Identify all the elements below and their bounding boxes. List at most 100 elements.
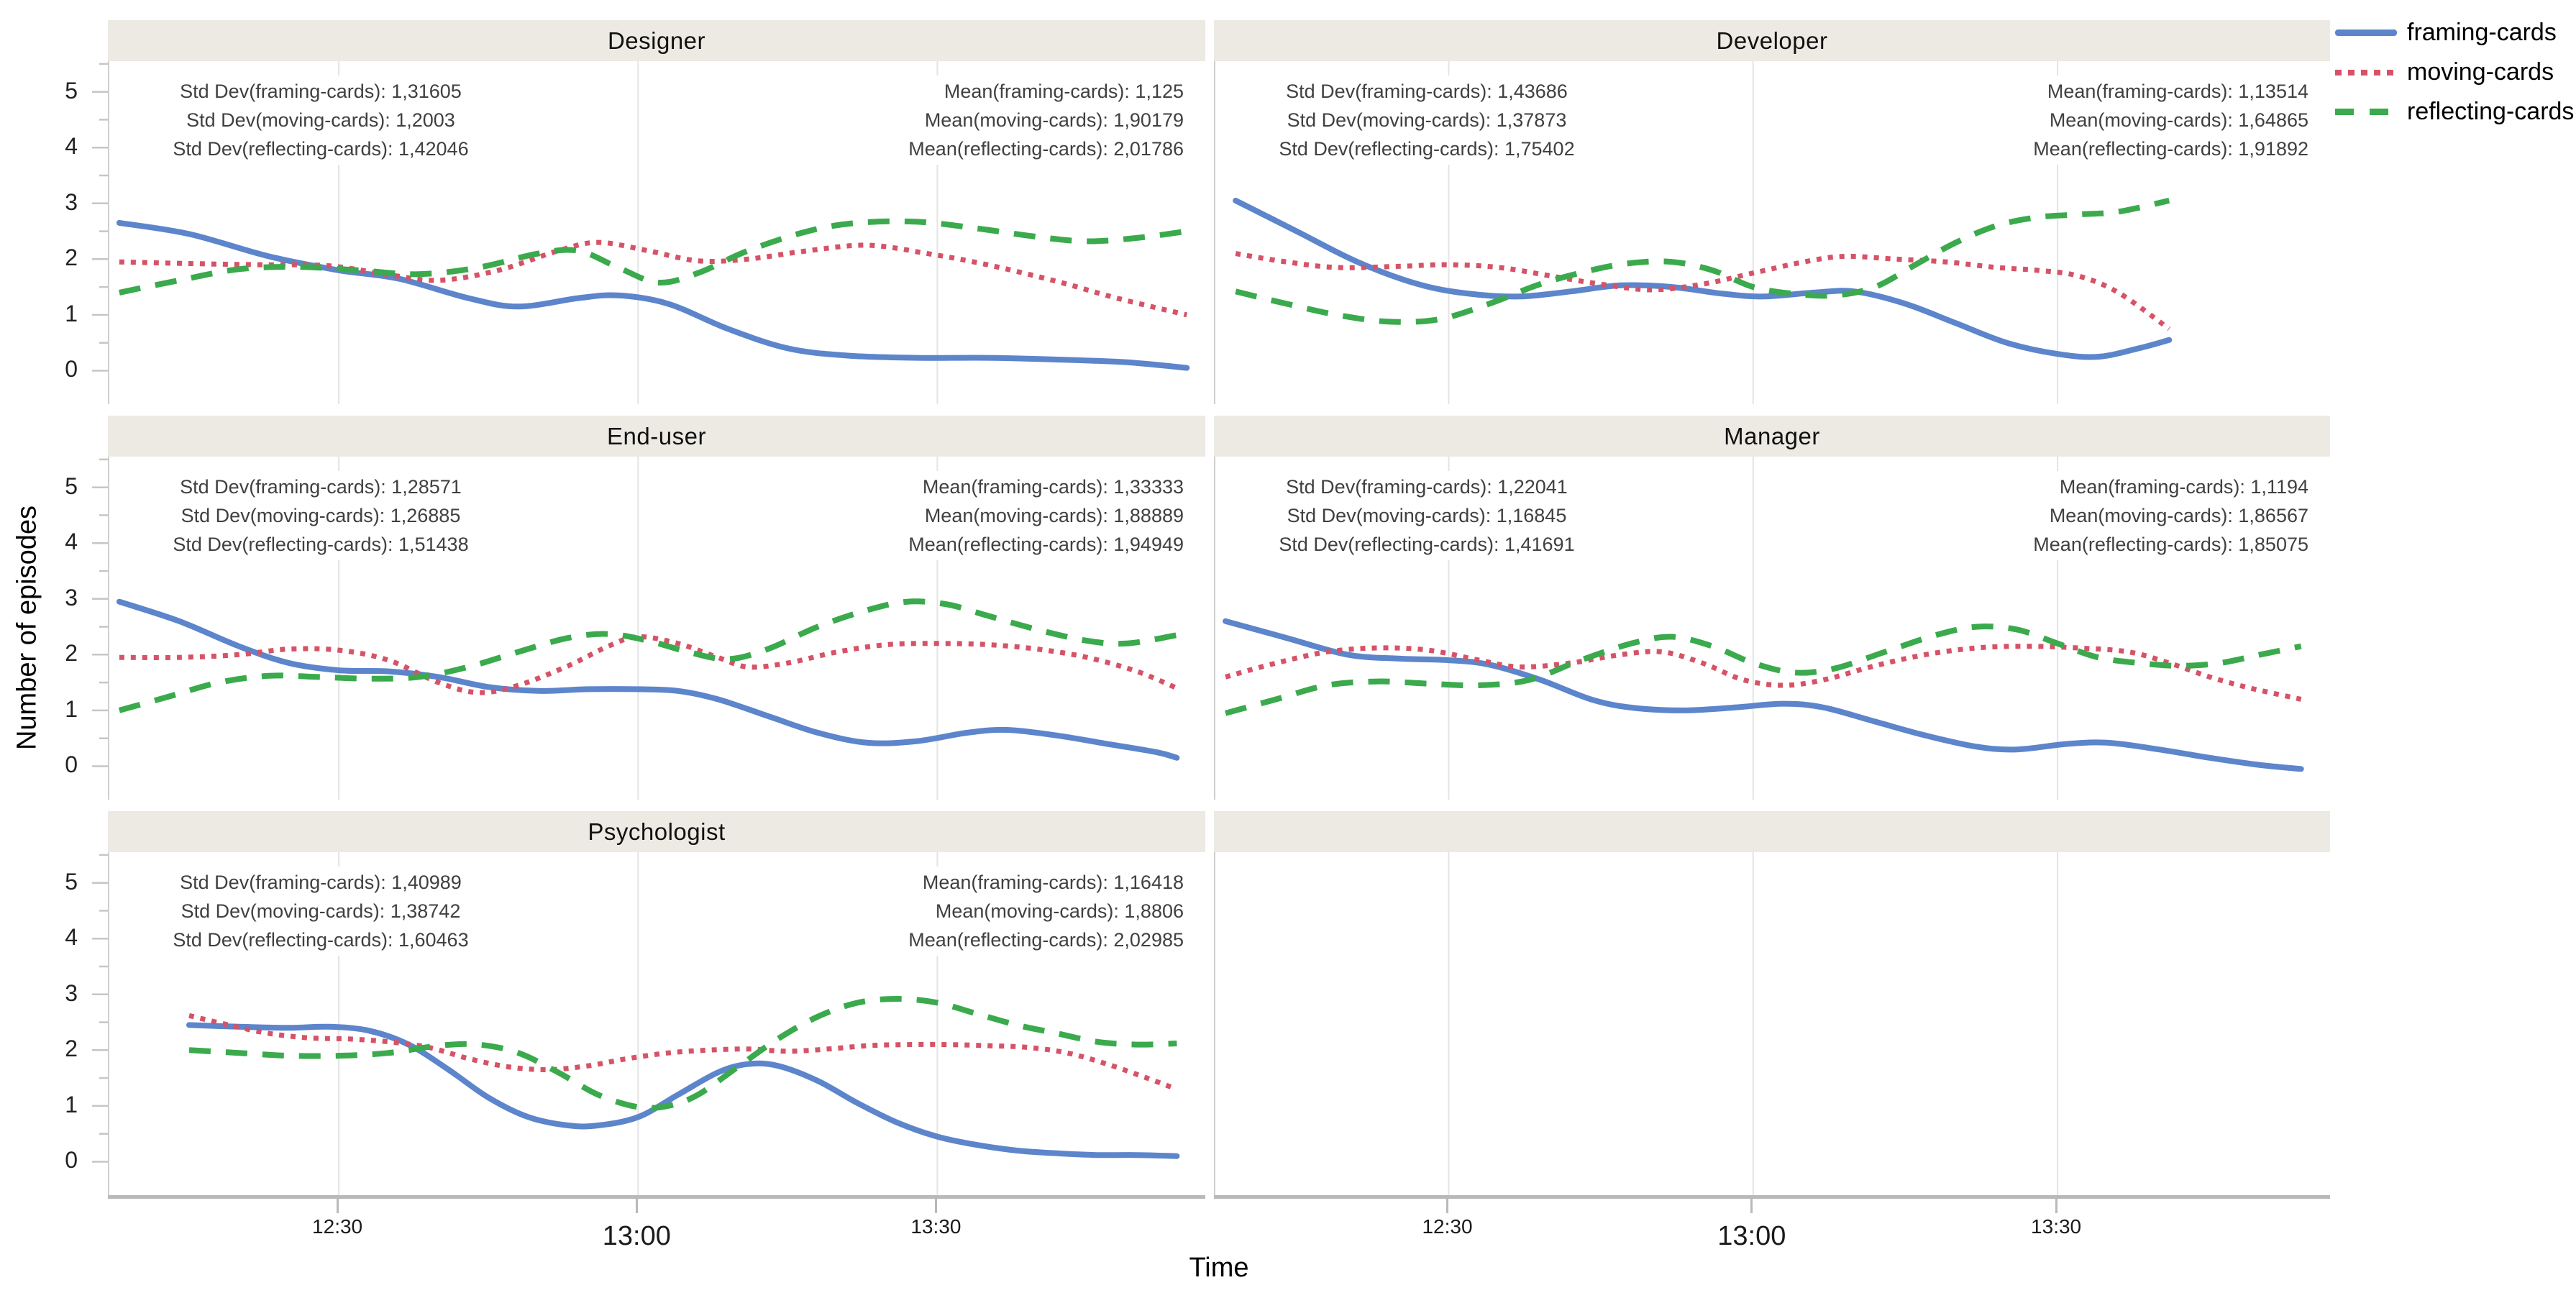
x-tick-label: 12:30 xyxy=(1422,1215,1473,1238)
x-tick-label: 13:00 xyxy=(1717,1221,1786,1251)
series-line-reflecting-cards[interactable] xyxy=(119,218,1187,296)
series-line-framing-cards[interactable] xyxy=(1223,618,2304,772)
x-tick-label: 13:30 xyxy=(910,1215,962,1238)
stddev-line: Std Dev(framing-cards): 1,43686 xyxy=(1286,81,1568,102)
plot-area-empty xyxy=(1214,852,2330,1195)
mean-annotation-designer: Mean(framing-cards): 1,125 Mean(moving-ca… xyxy=(748,76,1188,165)
facet-header-manager: Manager xyxy=(1214,416,2330,457)
mean-annotation-developer: Mean(framing-cards): 1,13514 Mean(moving-… xyxy=(1873,76,2313,165)
series-line-framing-cards[interactable] xyxy=(116,598,1180,761)
stddev-line: Std Dev(reflecting-cards): 1,42046 xyxy=(173,138,469,160)
facet-header-psychologist: Psychologist xyxy=(108,811,1205,852)
y-tick-label: 2 xyxy=(65,640,78,667)
legend-swatch-solid-line-icon xyxy=(2335,29,2397,36)
mean-line: Mean(framing-cards): 1,13514 xyxy=(2047,81,2308,102)
x-tick-mark xyxy=(2055,1199,2057,1213)
series-line-reflecting-cards[interactable] xyxy=(188,996,1177,1111)
stddev-line: Std Dev(reflecting-cards): 1,51438 xyxy=(173,534,469,555)
series-line-moving-cards[interactable] xyxy=(1225,644,2302,702)
facet-title: Manager xyxy=(1724,422,1820,449)
legend-item-framing-cards[interactable]: framing-cards xyxy=(2335,19,2574,47)
facet-header-designer: Designer xyxy=(108,20,1205,61)
mean-line: Mean(reflecting-cards): 2,01786 xyxy=(908,138,1184,160)
facet-header-developer: Developer xyxy=(1214,20,2330,61)
stddev-line: Std Dev(framing-cards): 1,22041 xyxy=(1286,476,1568,498)
stddev-line: Std Dev(framing-cards): 1,31605 xyxy=(180,81,462,102)
x-tick-label: 13:00 xyxy=(602,1221,671,1251)
stddev-line: Std Dev(moving-cards): 1,38742 xyxy=(181,900,461,922)
mean-annotation-manager: Mean(framing-cards): 1,1194 Mean(moving-c… xyxy=(1873,471,2313,560)
stddev-annotation-end-user: Std Dev(framing-cards): 1,28571 Std Dev(m… xyxy=(129,471,512,560)
series-line-reflecting-cards[interactable] xyxy=(118,598,1178,713)
mean-line: Mean(reflecting-cards): 1,91892 xyxy=(2033,138,2308,160)
x-tick-label: 12:30 xyxy=(312,1215,363,1238)
y-tick-label: 2 xyxy=(65,1036,78,1062)
mean-line: Mean(moving-cards): 1,90179 xyxy=(924,109,1184,131)
legend-swatch-dashed-line-icon xyxy=(2335,109,2397,115)
y-tick-label: 4 xyxy=(65,529,78,555)
legend-label: reflecting-cards xyxy=(2407,98,2575,125)
mean-line: Mean(framing-cards): 1,16418 xyxy=(922,872,1184,893)
y-tick-label: 0 xyxy=(65,751,78,778)
series-line-reflecting-cards[interactable] xyxy=(1235,197,2170,325)
facet-title: End-user xyxy=(607,422,706,449)
facet-title: Designer xyxy=(607,27,706,54)
mean-line: Mean(reflecting-cards): 1,94949 xyxy=(908,534,1184,555)
stddev-line: Std Dev(moving-cards): 1,37873 xyxy=(1287,109,1567,131)
mean-line: Mean(moving-cards): 1,88889 xyxy=(924,505,1184,526)
series-line-moving-cards[interactable] xyxy=(1235,251,2171,332)
y-tick-label: 1 xyxy=(65,1091,78,1118)
facet-title: Psychologist xyxy=(588,818,726,845)
series-line-framing-cards[interactable] xyxy=(116,219,1190,371)
legend-item-reflecting-cards[interactable]: reflecting-cards xyxy=(2335,98,2574,126)
mean-line: Mean(moving-cards): 1,8806 xyxy=(935,900,1184,922)
y-tick-label: 0 xyxy=(65,356,78,383)
x-tick-mark xyxy=(1446,1199,1448,1213)
y-tick-marks xyxy=(92,63,108,372)
mean-line: Mean(framing-cards): 1,125 xyxy=(944,81,1184,102)
y-tick-label: 5 xyxy=(65,472,78,499)
y-tick-label: 1 xyxy=(65,300,78,326)
y-tick-marks xyxy=(92,458,108,767)
stddev-line: Std Dev(moving-cards): 1,2003 xyxy=(186,109,455,131)
stddev-annotation-psychologist: Std Dev(framing-cards): 1,40989 Std Dev(m… xyxy=(129,867,512,956)
series-line-framing-cards[interactable] xyxy=(1233,197,2173,360)
series-line-framing-cards[interactable] xyxy=(186,1022,1180,1159)
stddev-line: Std Dev(moving-cards): 1,16845 xyxy=(1287,505,1567,526)
stddev-annotation-developer: Std Dev(framing-cards): 1,43686 Std Dev(m… xyxy=(1236,76,1618,165)
series-line-moving-cards[interactable] xyxy=(119,634,1178,695)
plot-svg xyxy=(186,852,1180,1195)
y-tick-marks xyxy=(92,854,108,1163)
y-tick-label: 2 xyxy=(65,244,78,271)
stddev-line: Std Dev(framing-cards): 1,28571 xyxy=(180,476,462,498)
legend-label: framing-cards xyxy=(2407,19,2557,46)
mean-line: Mean(moving-cards): 1,64865 xyxy=(2049,109,2308,131)
facet-title: Developer xyxy=(1716,27,1828,54)
stddev-line: Std Dev(framing-cards): 1,40989 xyxy=(180,872,462,893)
y-tick-label: 3 xyxy=(65,188,78,215)
x-tick-mark xyxy=(336,1199,339,1213)
y-tick-label: 1 xyxy=(65,695,78,722)
x-axis-line xyxy=(1214,1195,2330,1199)
series-line-moving-cards[interactable] xyxy=(119,239,1188,318)
stddev-line: Std Dev(reflecting-cards): 1,60463 xyxy=(173,929,469,951)
stddev-annotation-designer: Std Dev(framing-cards): 1,31605 Std Dev(m… xyxy=(129,76,512,165)
x-tick-mark xyxy=(934,1199,937,1213)
y-tick-label: 0 xyxy=(65,1147,78,1174)
x-tick-mark xyxy=(635,1199,638,1213)
facet-header-end-user: End-user xyxy=(108,416,1205,457)
series-line-moving-cards[interactable] xyxy=(188,1013,1178,1092)
facet-header-empty xyxy=(1214,811,2330,852)
mean-line: Mean(framing-cards): 1,33333 xyxy=(922,476,1184,498)
x-axis-title: Time xyxy=(1189,1253,1249,1283)
legend-item-moving-cards[interactable]: moving-cards xyxy=(2335,58,2574,86)
series-line-reflecting-cards[interactable] xyxy=(1225,623,2302,716)
x-tick-mark xyxy=(1750,1199,1753,1213)
y-tick-label: 4 xyxy=(65,133,78,160)
y-tick-label: 3 xyxy=(65,584,78,611)
y-tick-label: 4 xyxy=(65,924,78,951)
y-tick-label: 3 xyxy=(65,979,78,1006)
legend: framing-cards moving-cards reflecting-card… xyxy=(2335,19,2574,126)
stddev-annotation-manager: Std Dev(framing-cards): 1,22041 Std Dev(m… xyxy=(1236,471,1618,560)
mean-line: Mean(moving-cards): 1,86567 xyxy=(2049,505,2308,526)
